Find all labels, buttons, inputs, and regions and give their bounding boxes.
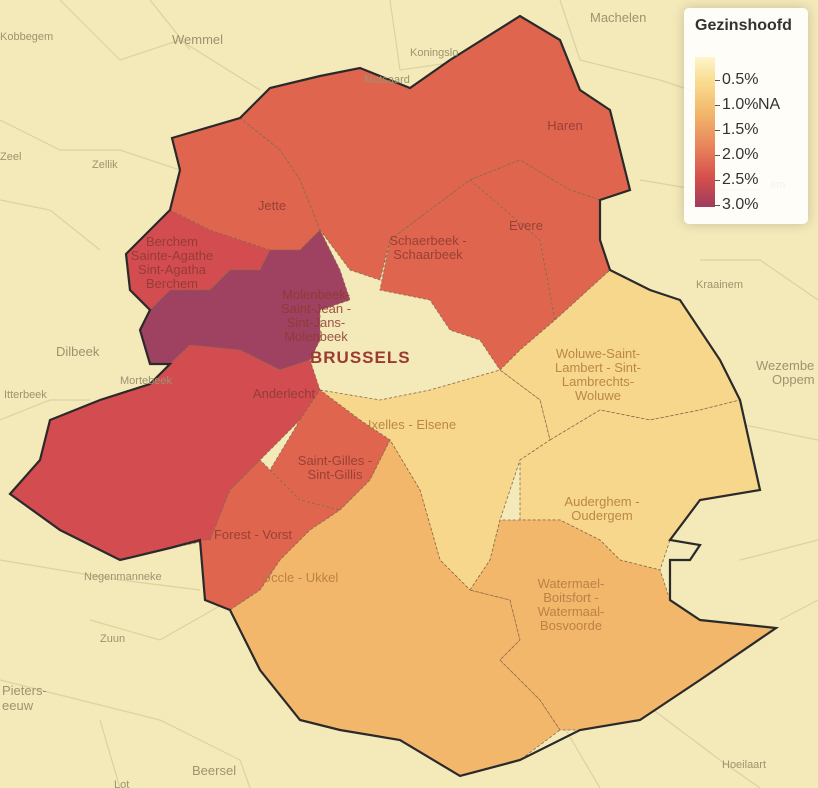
place-label: Dilbeek (56, 344, 100, 359)
place-label: eeuw (2, 698, 34, 713)
place-label: Wezembe (756, 358, 814, 373)
commune-label: Forest - Vorst (214, 527, 292, 542)
place-label: Zuun (100, 633, 125, 645)
commune-label: Saint-Gilles -Sint-Gillis (298, 453, 372, 482)
place-label: Kraainem (696, 279, 743, 291)
legend-na-label: NA (758, 96, 781, 113)
place-label: Wemmel (172, 32, 223, 47)
commune-label: Molenbeek-Saint-Jean -Sint-Jans-Molenbee… (281, 287, 351, 344)
legend-value: 3.0% (722, 196, 759, 213)
commune-label: Evere (509, 218, 543, 233)
legend-value: 2.0% (722, 146, 759, 163)
commune-label: Jette (258, 198, 286, 213)
commune-label: Woluwe-Saint-Lambert - Sint-Lambrechts-W… (555, 346, 641, 403)
place-label: Zellik (92, 159, 118, 171)
legend: Gezinshoofd 0.5% 1.0% 1.5% 2.0% 2.5% 3.0… (684, 8, 808, 224)
legend-value: 0.5% (722, 71, 759, 88)
labels-layer: Haren Jette Berchem Sainte-Agathe Sint-Agath… (0, 10, 815, 788)
place-label: Koningslo (410, 47, 458, 59)
legend-value: 2.5% (722, 171, 759, 188)
commune-label: Ixelles - Elsene (368, 417, 456, 432)
legend-value: 1.5% (722, 121, 759, 138)
legend-title: Gezinshoofd (695, 17, 792, 34)
place-label: Zeel (0, 151, 21, 163)
place-label: Hoeilaart (722, 759, 766, 771)
place-label: Kobbegem (0, 31, 53, 43)
place-label: Machelen (590, 10, 646, 25)
place-label: Mutsaard (364, 74, 410, 86)
commune-label: Anderlecht (253, 386, 316, 401)
commune-label: Uccle - Ukkel (262, 570, 339, 585)
commune-label: Watermael-Boitsfort -Watermaal-Bosvoorde (538, 576, 605, 633)
region-outline (8, 14, 780, 778)
place-label: Negenmanneke (84, 571, 162, 583)
city-label: BRUSSELS (310, 348, 411, 367)
commune-label: Schaerbeek -Schaarbeek (389, 233, 466, 262)
legend-tick (715, 105, 720, 106)
legend-color-ramp (695, 57, 715, 207)
legend-tick (715, 205, 720, 206)
commune-area[interactable] (469, 159, 611, 321)
place-label: Oppem (772, 372, 815, 387)
place-label: Lot (114, 779, 129, 788)
commune-label: Berchem Sainte-Agathe Sint-Agatha Berchem (131, 234, 213, 291)
place-label: Pieters- (2, 683, 47, 698)
place-label: Mortebeek (120, 375, 172, 387)
place-label: Beersel (192, 763, 236, 778)
legend-tick (715, 80, 720, 81)
commune-label: Auderghem -Oudergem (564, 494, 639, 523)
legend-tick (715, 130, 720, 131)
place-label: Itterbeek (4, 389, 47, 401)
legend-tick (715, 155, 720, 156)
legend-tick (715, 180, 720, 181)
legend-value: 1.0% (722, 96, 759, 113)
commune-label: Haren (547, 118, 582, 133)
